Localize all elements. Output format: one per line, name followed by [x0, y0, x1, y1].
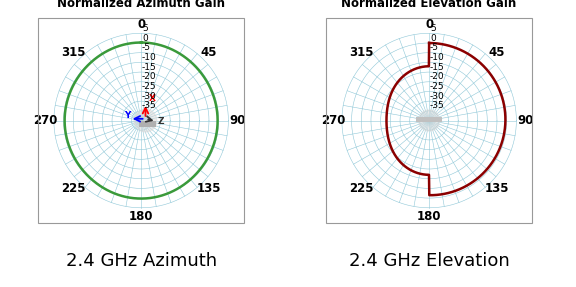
Text: -5: -5 — [430, 43, 439, 52]
Text: X: X — [149, 94, 156, 103]
Text: -20: -20 — [430, 72, 445, 81]
Title: Normalized Elevation Gain: Normalized Elevation Gain — [342, 0, 517, 10]
Text: -15: -15 — [430, 63, 445, 72]
Text: -25: -25 — [430, 82, 445, 91]
Text: 270: 270 — [33, 114, 58, 127]
Text: 0: 0 — [425, 18, 433, 31]
Text: 0: 0 — [142, 34, 147, 42]
Text: 45: 45 — [488, 46, 505, 59]
Text: -35: -35 — [142, 101, 157, 110]
Text: 135: 135 — [197, 182, 221, 195]
Text: 2.4 GHz Elevation: 2.4 GHz Elevation — [348, 252, 510, 270]
Text: Z: Z — [157, 117, 164, 126]
Text: -10: -10 — [430, 53, 445, 62]
Text: 180: 180 — [417, 210, 441, 223]
Text: 135: 135 — [485, 182, 509, 195]
Text: -30: -30 — [430, 92, 445, 101]
Text: 5: 5 — [430, 24, 435, 33]
Text: -20: -20 — [142, 72, 157, 81]
Text: 90: 90 — [229, 114, 245, 127]
Text: -30: -30 — [142, 92, 157, 101]
Text: 315: 315 — [61, 46, 85, 59]
Text: 2.4 GHz Azimuth: 2.4 GHz Azimuth — [66, 252, 217, 270]
Text: 45: 45 — [200, 46, 217, 59]
Text: Y: Y — [124, 111, 130, 120]
Text: -10: -10 — [142, 53, 157, 62]
Text: 225: 225 — [61, 182, 85, 195]
Text: 270: 270 — [321, 114, 346, 127]
Bar — [138, 121, 156, 127]
Text: 315: 315 — [349, 46, 373, 59]
Text: -15: -15 — [142, 63, 157, 72]
Bar — [416, 117, 442, 122]
Circle shape — [134, 109, 157, 132]
Text: 225: 225 — [349, 182, 373, 195]
Circle shape — [419, 110, 439, 131]
Text: -25: -25 — [142, 82, 157, 91]
Text: 0: 0 — [137, 18, 145, 31]
Title: Normalized Azimuth Gain: Normalized Azimuth Gain — [57, 0, 225, 10]
Text: 5: 5 — [142, 24, 147, 33]
Text: -35: -35 — [430, 101, 445, 110]
Text: 90: 90 — [517, 114, 533, 127]
Text: -5: -5 — [142, 43, 151, 52]
Text: 180: 180 — [129, 210, 153, 223]
Text: 0: 0 — [430, 34, 435, 42]
